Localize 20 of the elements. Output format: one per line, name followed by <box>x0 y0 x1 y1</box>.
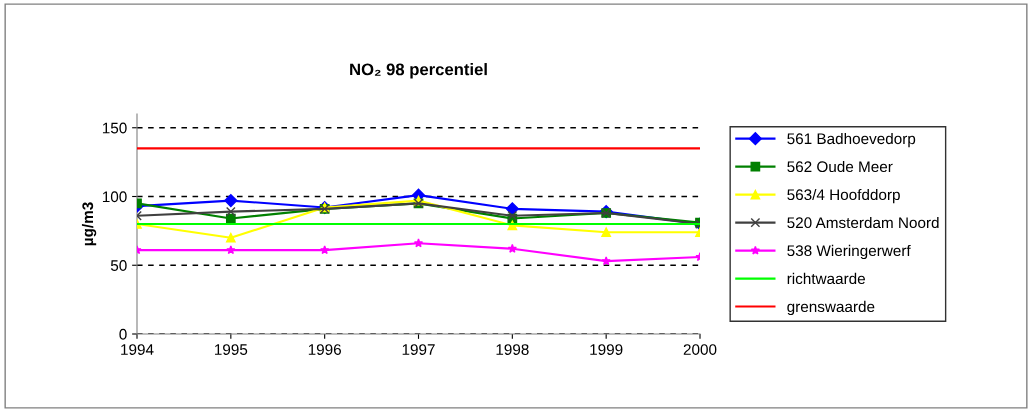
legend-label: 563/4 Hoofddorp <box>787 188 900 204</box>
y-tick-label: 100 <box>102 191 127 203</box>
legend-label: 538 Wieringerwerf <box>787 244 911 260</box>
x-tick-label: 1999 <box>590 344 623 355</box>
legend-label: 520 Amsterdam Noord <box>787 216 939 229</box>
legend-label: richtwaarde <box>787 272 865 285</box>
x-tick-label: 1994 <box>121 344 154 355</box>
chart-title: NO₂ 98 percentiel <box>350 63 487 79</box>
y-tick-label: 0 <box>119 328 127 340</box>
x-tick-label: 2000 <box>683 344 717 355</box>
x-tick-label: 1997 <box>402 344 435 355</box>
x-tick-label: 1995 <box>215 344 248 355</box>
y-tick-label: 150 <box>102 122 127 134</box>
y-tick-label: 50 <box>110 260 127 271</box>
x-tick-label: 1996 <box>308 344 341 355</box>
x-tick-label: 1998 <box>496 344 529 355</box>
y-axis-title: µg/m3 <box>81 202 97 246</box>
legend-label: 561 Badhoevedorp <box>787 132 916 148</box>
legend-label: grenswaarde <box>787 300 875 316</box>
legend-label: 562 Oude Meer <box>787 160 893 173</box>
